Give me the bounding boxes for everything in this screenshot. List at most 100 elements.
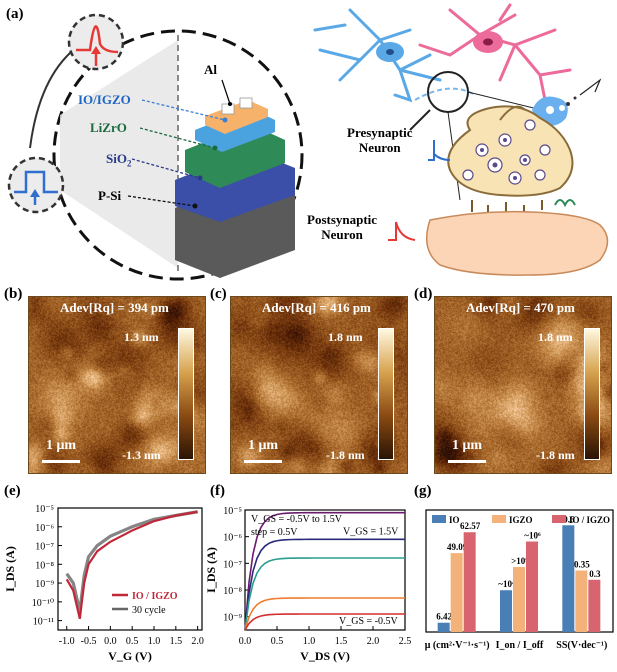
afm-b-colorbar xyxy=(178,328,194,460)
chart-e-series-line xyxy=(65,510,198,612)
chart-g-legend-swatch xyxy=(552,515,566,523)
label-al: Al xyxy=(204,62,217,77)
afm-b-scale-bar xyxy=(42,460,80,463)
label-postsynaptic: Postsynaptic Neuron xyxy=(307,212,377,242)
chart-g-data-label: 6.42 xyxy=(436,612,452,622)
chart-e: -1.0 -0.5 0.0 0.5 1.0 1.5 2.0 10⁻¹¹ 10⁻¹⁰ 10⁻⁹ 10⁻… xyxy=(3,504,204,663)
postsynaptic-neuron xyxy=(425,210,609,276)
pulse-waveform xyxy=(14,170,58,194)
chart-g-data-label: ~10⁴ xyxy=(498,579,515,589)
chart-g-bar xyxy=(450,553,463,632)
chart-f-series-line xyxy=(244,557,405,631)
chart-f-ytick-label: 10⁻⁵ xyxy=(223,506,242,517)
afm-image-d xyxy=(434,296,612,474)
label-io-igzo: IO/IGZO xyxy=(78,92,131,107)
chart-f-ytick-label: 10⁻⁷ xyxy=(223,559,242,570)
chart-f-series-line xyxy=(244,538,405,631)
chart-e-xlabel: V_G (V) xyxy=(108,649,152,663)
chart-f-annotation-step: step = 0.5V xyxy=(251,527,298,538)
neuron-illustration xyxy=(313,3,609,276)
chart-g-category-label: μ (cm²·V⁻¹·s⁻¹) xyxy=(425,640,490,651)
chart-g-bar xyxy=(513,567,525,632)
chart-f: 0.0 0.5 1.0 1.5 2.0 2.5 10⁻⁹ 10⁻⁸ 10⁻⁷ 10⁻⁶ 10⁻⁵ V_… xyxy=(205,506,411,663)
chart-f-xlabel: V_DS (V) xyxy=(300,649,350,663)
chart-f-series-line xyxy=(244,511,405,631)
afm-texture-d xyxy=(435,297,611,473)
chart-f-xtick-label: 1.5 xyxy=(335,636,348,647)
chart-e-legend-label: IO / IGZO xyxy=(132,591,178,602)
afm-d-colorbar xyxy=(584,328,600,460)
chart-e-xtick-label: 1.0 xyxy=(148,636,161,647)
chart-g-legend-swatch xyxy=(492,515,506,523)
layer-io xyxy=(205,100,268,134)
chart-g-legend-label: IO / IGZO xyxy=(569,515,610,525)
chart-g-data-label: 0.3 xyxy=(589,569,601,579)
chart-g-bar xyxy=(500,590,512,632)
label-lizro: LiZrO xyxy=(90,120,127,135)
chart-f-series-line xyxy=(244,613,405,631)
chart-e-xtick-label: 0.5 xyxy=(126,636,139,647)
al-electrode-left xyxy=(221,103,235,115)
device-schematic xyxy=(7,13,304,281)
chart-e-ytick-label: 10⁻¹¹ xyxy=(33,617,54,628)
label-presynaptic: Presynaptic Neuron xyxy=(347,125,412,155)
spike-inset-circle xyxy=(67,13,125,71)
chart-e-ytick-label: 10⁻⁶ xyxy=(35,523,54,534)
label-sio2-sub: 2 xyxy=(126,158,132,169)
chart-f-ylabel: I_DS (A) xyxy=(205,547,218,593)
chart-e-ytick-label: 10⁻⁷ xyxy=(35,542,54,553)
chart-e-ytick-label: 10⁻⁵ xyxy=(35,504,54,515)
chart-f-annotation-range: V_GS = -0.5V to 1.5V xyxy=(251,514,343,525)
chart-g-legend-label: IO xyxy=(449,515,460,525)
chart-f-ytick-label: 10⁻⁶ xyxy=(223,533,242,544)
chart-f-xtick-label: 0.0 xyxy=(239,636,252,647)
blue-neuron xyxy=(313,8,442,103)
afm-texture-c xyxy=(231,297,407,473)
chart-e-ytick-label: 10⁻⁹ xyxy=(35,579,54,590)
afm-d-scale-label: 1 μm xyxy=(452,438,483,453)
panel-label-f: (f) xyxy=(210,483,225,499)
chart-e-ytick-label: 10⁻¹⁰ xyxy=(32,598,54,609)
panel-label-e: (e) xyxy=(4,483,21,499)
pink-neuron xyxy=(418,3,572,102)
al-electrode-right xyxy=(239,97,253,109)
chart-g-category-label: I_on / I_off xyxy=(496,640,544,651)
chart-f-annotation-high: V_GS = 1.5V xyxy=(343,527,399,538)
chart-e-frame xyxy=(57,507,203,631)
panel-label-a: (a) xyxy=(6,6,24,22)
label-postsynaptic-line2: Neuron xyxy=(321,227,363,242)
afm-image-b xyxy=(28,296,206,474)
chart-f-frame xyxy=(244,509,406,631)
chart-g-bar xyxy=(575,570,588,632)
label-sio2: SiO2 xyxy=(106,151,131,169)
device-zoom-circle xyxy=(52,29,304,281)
chart-g-data-label: >10⁵ xyxy=(511,556,528,566)
pre-signal-trace xyxy=(428,140,451,161)
label-postsynaptic-line1: Postsynaptic xyxy=(307,212,378,227)
panel-label-c: (c) xyxy=(210,286,227,302)
chart-g-bar xyxy=(437,622,450,632)
chart-f-ytick-label: 10⁻⁹ xyxy=(223,613,242,624)
afm-texture-b xyxy=(29,297,205,473)
chart-e-xtick-label: 2.0 xyxy=(191,636,204,647)
chart-e-xtick-label: -1.0 xyxy=(59,636,75,647)
chart-g-data-label: 49.09 xyxy=(447,542,468,552)
chart-e-ytick-label: 10⁻⁸ xyxy=(35,560,54,571)
chart-f-ytick-label: 10⁻⁸ xyxy=(223,586,242,597)
post-signal-trace xyxy=(388,221,416,241)
chart-g-data-label: 62.57 xyxy=(460,521,481,531)
chart-e-series-line xyxy=(65,510,198,619)
chart-g-data-label: ~10⁶ xyxy=(524,531,541,541)
afm-d-bottom: -1.8 nm xyxy=(536,448,575,462)
synaptic-vesicles xyxy=(462,119,551,185)
pulse-inset-circle xyxy=(7,156,65,214)
chart-f-xtick-label: 0.5 xyxy=(271,636,284,647)
panel-label-g: (g) xyxy=(414,483,432,499)
background-plane xyxy=(60,40,178,268)
afm-d-top: 1.8 nm xyxy=(538,330,573,344)
panel-label-b: (b) xyxy=(4,286,23,302)
afm-c-scale-label: 1 μm xyxy=(248,438,279,453)
afm-c-top: 1.8 nm xyxy=(328,330,363,344)
label-sio2-main: SiO xyxy=(106,151,127,166)
panel-label-d: (d) xyxy=(414,286,433,302)
